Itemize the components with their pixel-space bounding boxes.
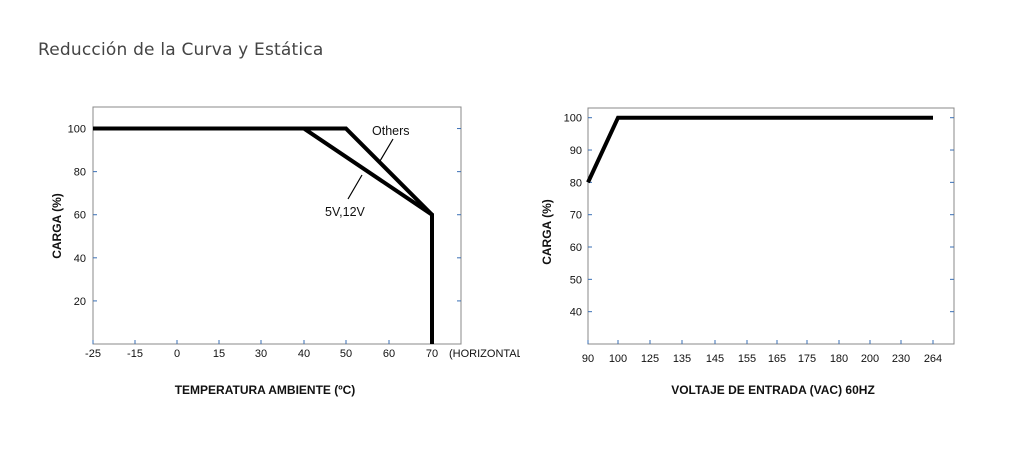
x-tick-label: 264 — [924, 353, 942, 365]
x-tick-label: -15 — [127, 348, 143, 360]
y-tick-label: 40 — [74, 253, 86, 265]
annotation-label: Others — [372, 124, 410, 138]
y-axis-title: CARGA (%) — [540, 199, 554, 265]
x-tick-label: 145 — [706, 353, 724, 365]
y-tick-label: 100 — [68, 124, 86, 136]
x-tick-label: 0 — [174, 348, 180, 360]
y-tick-label: 60 — [570, 242, 582, 254]
x-tick-label: 200 — [861, 353, 879, 365]
x-tick-label: 180 — [830, 353, 848, 365]
x-tick-label: 70 — [426, 348, 438, 360]
y-axis-title: CARGA (%) — [50, 193, 64, 259]
x-tick-label: 40 — [298, 348, 310, 360]
x-axis-title: TEMPERATURA AMBIENTE (ºC) — [175, 383, 356, 397]
x-tick-label: 30 — [255, 348, 267, 360]
y-tick-label: 60 — [74, 210, 86, 222]
x-tick-label: 50 — [340, 348, 352, 360]
y-tick-label: 90 — [570, 145, 582, 157]
annotation-leader — [379, 138, 394, 162]
x-tick-label: 100 — [609, 353, 627, 365]
y-tick-label: 70 — [570, 210, 582, 222]
x-tick-label: 135 — [673, 353, 691, 365]
x-tick-label: 165 — [768, 353, 786, 365]
plot-frame — [92, 106, 462, 345]
y-tick-label: 20 — [74, 296, 86, 308]
plot-frame — [587, 107, 955, 345]
annotation-leader — [347, 174, 363, 200]
x-tick-label: 155 — [738, 353, 756, 365]
x-tick-label: -25 — [85, 348, 101, 360]
y-tick-label: 100 — [564, 113, 582, 125]
x-tick-label: 60 — [383, 348, 395, 360]
annotation-label: 5V,12V — [325, 205, 366, 219]
x-tick-label: 230 — [892, 353, 910, 365]
x-tick-label: 15 — [213, 348, 225, 360]
y-tick-label: 80 — [570, 177, 582, 189]
x-axis-title: VOLTAJE DE ENTRADA (VAC) 60HZ — [671, 383, 875, 397]
y-tick-label: 80 — [74, 167, 86, 179]
x-axis-suffix: (HORIZONTAL) — [449, 348, 520, 360]
x-tick-label: 125 — [641, 353, 659, 365]
temperature-derating-chart: -25 -15 0 15 30 40 50 60 70 (HORIZONTAL) 100 80 60 40… — [50, 106, 520, 397]
series-line — [586, 115, 933, 184]
page-heading: Reducción de la Curva y Estática — [38, 40, 324, 60]
series-line — [93, 126, 434, 344]
x-tick-label: 90 — [582, 353, 594, 365]
x-tick-label: 175 — [798, 353, 816, 365]
y-tick-label: 40 — [570, 307, 582, 319]
y-tick-label: 50 — [570, 274, 582, 286]
